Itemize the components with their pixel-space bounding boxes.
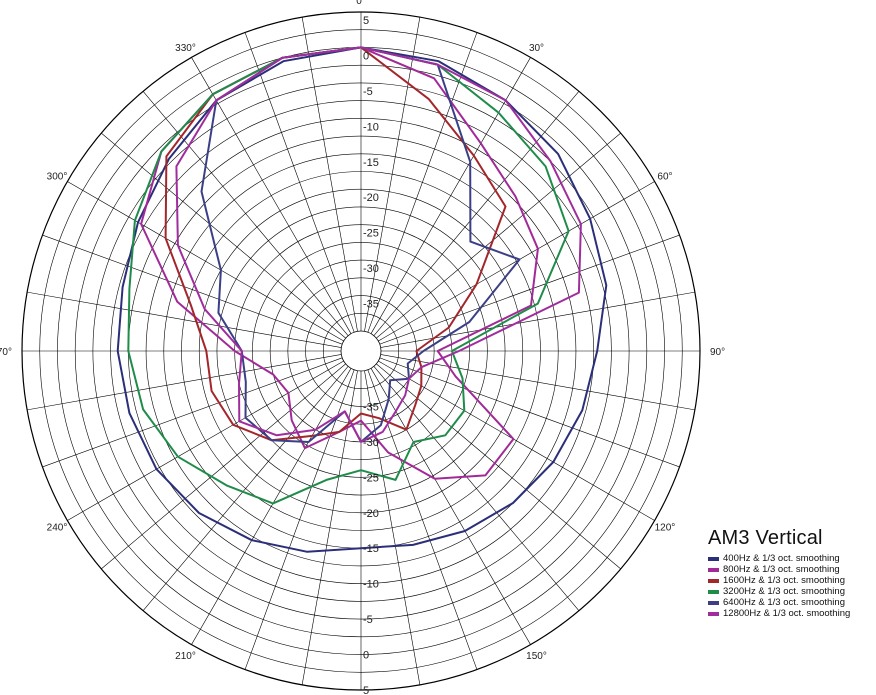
grid-spoke [301, 17, 358, 332]
legend-swatch [708, 578, 719, 583]
grid-spoke [67, 360, 344, 521]
grid-spoke [364, 370, 421, 685]
grid-spoke [191, 368, 352, 645]
grid-spoke [376, 132, 621, 339]
radial-tick-label: -20 [363, 192, 379, 204]
legend-swatch [708, 589, 719, 594]
legend-item: 3200Hz & 1/3 oct. smoothing [708, 586, 876, 597]
radial-tick-label: -15 [363, 157, 379, 169]
radial-tick-label: -5 [363, 86, 373, 98]
angle-tick-label: 60° [657, 172, 672, 183]
legend-label: 12800Hz & 1/3 oct. smoothing [723, 608, 851, 619]
grid-spoke [67, 181, 344, 342]
center-circle [340, 330, 382, 372]
legend-swatch [708, 611, 719, 616]
grid-spoke [378, 181, 655, 342]
series-line-1 [116, 46, 608, 553]
polar-grid [21, 11, 701, 691]
radial-tick-label: -30 [363, 437, 379, 449]
radial-tick-label: -35 [363, 299, 379, 311]
series-line-4 [127, 46, 570, 505]
grid-spoke [142, 366, 349, 611]
legend-item: 400Hz & 1/3 oct. smoothing [708, 553, 876, 564]
legend-label: 1600Hz & 1/3 oct. smoothing [723, 575, 845, 586]
series-line-6 [175, 46, 582, 443]
grid-spoke [378, 360, 655, 521]
radial-tick-label: -5 [363, 614, 373, 626]
angle-tick-label: 240° [47, 523, 68, 534]
radial-tick-label: -25 [363, 472, 379, 484]
grid-spoke [191, 57, 352, 334]
chart-title: AM3 Vertical [708, 527, 823, 549]
legend-swatch [708, 600, 719, 605]
series-line-2 [140, 46, 539, 480]
grid-spoke [367, 369, 478, 670]
grid-spoke [27, 354, 342, 411]
legend-label: 400Hz & 1/3 oct. smoothing [723, 553, 840, 564]
legend-label: 3200Hz & 1/3 oct. smoothing [723, 586, 845, 597]
grid-spoke [370, 57, 531, 334]
grid-spoke [380, 291, 695, 348]
grid-spoke [364, 17, 421, 332]
grid-spoke [373, 91, 580, 336]
legend-item: 6400Hz & 1/3 oct. smoothing [708, 597, 876, 608]
radial-tick-label: 0 [363, 650, 369, 662]
axis-labels: 0°30°60°90°120°150°180°210°240°270°300°3… [0, 0, 725, 695]
legend-label: 800Hz & 1/3 oct. smoothing [723, 564, 840, 575]
legend-swatch [708, 556, 719, 561]
radial-tick-label: -25 [363, 228, 379, 240]
series-line-3 [164, 46, 507, 442]
radial-tick-label: -30 [363, 263, 379, 275]
radial-tick-label: 0 [363, 50, 369, 62]
angle-tick-label: 300° [47, 172, 68, 183]
grid-spoke [27, 291, 342, 348]
radial-tick-label: -10 [363, 121, 379, 133]
grid-spoke [42, 357, 343, 468]
angle-tick-label: 210° [175, 651, 196, 662]
radial-tick-label: -35 [363, 401, 379, 413]
angle-tick-label: 90° [710, 347, 725, 358]
radial-tick-label: 5 [363, 685, 369, 695]
grid-spoke [379, 357, 680, 468]
grid-spoke [42, 234, 343, 345]
legend-label: 6400Hz & 1/3 oct. smoothing [723, 597, 845, 608]
legend-swatch [708, 567, 719, 572]
grid-spoke [244, 32, 355, 333]
radial-tick-label: -15 [363, 543, 379, 555]
legend-items: 400Hz & 1/3 oct. smoothing 800Hz & 1/3 oc… [708, 553, 876, 619]
legend-item: 12800Hz & 1/3 oct. smoothing [708, 608, 876, 619]
series-lines [116, 46, 608, 553]
grid-spoke [142, 91, 349, 336]
angle-tick-label: 330° [175, 43, 196, 54]
grid-spoke [101, 363, 346, 570]
angle-tick-label: 270° [0, 347, 12, 358]
grid-spoke [370, 368, 531, 645]
angle-tick-label: 30° [529, 43, 544, 54]
grid-spoke [101, 132, 346, 339]
angle-tick-label: 150° [526, 651, 547, 662]
grid-spoke [379, 234, 680, 345]
radial-tick-label: 5 [363, 15, 369, 27]
grid-spoke [373, 366, 580, 611]
radial-tick-label: -20 [363, 508, 379, 520]
legend-item: 1600Hz & 1/3 oct. smoothing [708, 575, 876, 586]
radial-tick-label: -10 [363, 579, 379, 591]
angle-tick-label: 0° [356, 0, 366, 7]
angle-tick-label: 120° [655, 523, 676, 534]
grid-spoke [380, 354, 695, 411]
legend: AM3 Vertical 400Hz & 1/3 oct. smoothing 8… [708, 527, 876, 619]
legend-item: 800Hz & 1/3 oct. smoothing [708, 564, 876, 575]
